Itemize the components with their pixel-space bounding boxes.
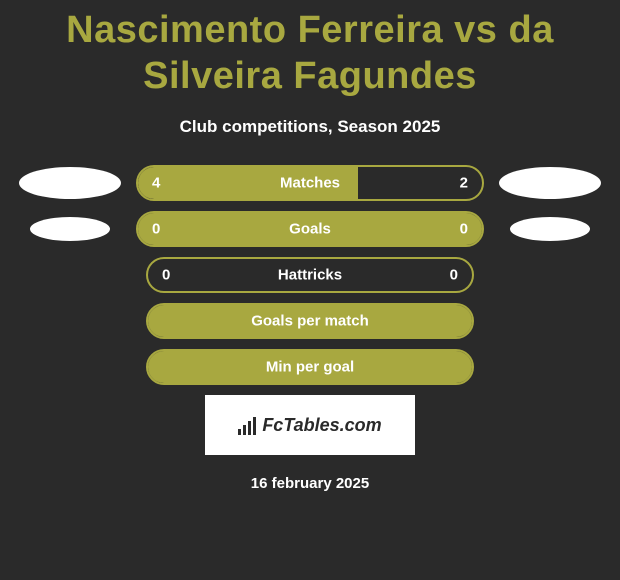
avatar-left: [30, 217, 110, 241]
footer-date: 16 february 2025: [0, 475, 620, 492]
stat-label: Hattricks: [278, 267, 342, 284]
stat-row-min-per-goal: Min per goal: [10, 349, 610, 385]
page-title: Nascimento Ferreira vs da Silveira Fagun…: [0, 0, 620, 99]
stat-value-right: 0: [460, 221, 468, 238]
stat-label: Goals per match: [251, 313, 369, 330]
stat-value-left: 0: [152, 221, 160, 238]
stat-bar-goals-per-match: Goals per match: [146, 303, 474, 339]
brand-name: FcTables.com: [262, 415, 381, 436]
footer-brand-text: FcTables.com: [238, 415, 381, 436]
stat-value-left: 4: [152, 175, 160, 192]
footer-brand-logo: FcTables.com: [205, 395, 415, 455]
avatar-right-wrap: [490, 217, 610, 241]
stat-row-matches: 4 Matches 2: [10, 165, 610, 201]
stat-bar-matches: 4 Matches 2: [136, 165, 484, 201]
stat-value-right: 2: [460, 175, 468, 192]
stat-row-goals: 0 Goals 0: [10, 211, 610, 247]
stat-label: Goals: [289, 221, 331, 238]
stat-label: Min per goal: [266, 359, 354, 376]
avatar-right: [499, 167, 601, 199]
chart-icon: [238, 415, 256, 435]
infographic-container: Nascimento Ferreira vs da Silveira Fagun…: [0, 0, 620, 492]
stat-bar-goals: 0 Goals 0: [136, 211, 484, 247]
avatar-right: [510, 217, 590, 241]
avatar-left-wrap: [10, 217, 130, 241]
stats-section: 4 Matches 2 0 Goals 0: [0, 165, 620, 385]
stat-label: Matches: [280, 175, 340, 192]
stat-bar-hattricks: 0 Hattricks 0: [146, 257, 474, 293]
stat-row-goals-per-match: Goals per match: [10, 303, 610, 339]
avatar-left: [19, 167, 121, 199]
avatar-left-wrap: [10, 167, 130, 199]
stat-row-hattricks: 0 Hattricks 0: [10, 257, 610, 293]
stat-value-left: 0: [162, 267, 170, 284]
stat-value-right: 0: [450, 267, 458, 284]
stat-bar-min-per-goal: Min per goal: [146, 349, 474, 385]
page-subtitle: Club competitions, Season 2025: [0, 117, 620, 137]
avatar-right-wrap: [490, 167, 610, 199]
